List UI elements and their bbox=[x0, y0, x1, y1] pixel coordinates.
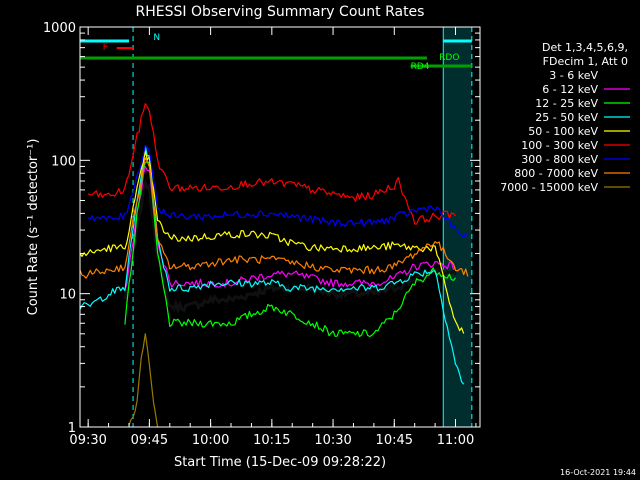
y-tick-label-0: 1 bbox=[68, 421, 76, 436]
series-line-5 bbox=[87, 103, 456, 225]
series-lines bbox=[79, 103, 469, 428]
saa-fills bbox=[443, 27, 472, 427]
legend-header-1: FDecim 1, Att 0 bbox=[543, 55, 628, 68]
x-tick-label-6: 11:00 bbox=[437, 433, 474, 448]
series-line-4 bbox=[79, 150, 465, 334]
x-tick-label-0: 09:30 bbox=[69, 433, 106, 448]
y-tick-label-2: 100 bbox=[51, 154, 76, 169]
y-axis: 1 10 100 1000 bbox=[43, 21, 480, 436]
legend-label-4: 50 - 100 keV bbox=[528, 125, 598, 138]
chart-title: RHESSI Observing Summary Count Rates bbox=[136, 4, 425, 20]
annotation-f: F bbox=[103, 43, 108, 53]
y-tick-label-1: 10 bbox=[59, 288, 76, 303]
annotation-rd4: RD4 bbox=[411, 62, 430, 72]
y-axis-label: Count Rate (s⁻¹ detector⁻¹) bbox=[26, 139, 41, 316]
legend-label-0: 3 - 6 keV bbox=[549, 69, 598, 82]
x-tick-label-5: 10:45 bbox=[376, 433, 413, 448]
series-line-6 bbox=[87, 144, 469, 238]
series-line-2 bbox=[124, 161, 456, 338]
series-line-7 bbox=[79, 157, 469, 279]
timestamp-label: 16-Oct-2021 19:44 bbox=[560, 468, 636, 477]
x-axis: 09:30 09:45 10:00 10:15 10:30 10:45 11:00 bbox=[69, 27, 477, 448]
legend-label-1: 6 - 12 keV bbox=[542, 83, 598, 96]
saa-region bbox=[443, 27, 472, 427]
annotation-n: N bbox=[153, 33, 160, 43]
x-tick-label-4: 10:30 bbox=[314, 433, 351, 448]
legend-label-5: 100 - 300 keV bbox=[521, 139, 598, 152]
legend-header-0: Det 1,3,4,5,6,9, bbox=[542, 41, 628, 54]
flag-bars: N F RDO RD4 bbox=[80, 33, 472, 72]
legend-label-2: 12 - 25 keV bbox=[535, 97, 598, 110]
x-tick-label-2: 10:00 bbox=[192, 433, 229, 448]
annotation-rdo: RDO bbox=[439, 53, 459, 63]
legend-label-8: 7000 - 15000 keV bbox=[500, 181, 598, 194]
legend-label-7: 800 - 7000 keV bbox=[514, 167, 598, 180]
legend-label-6: 300 - 800 keV bbox=[521, 153, 598, 166]
x-axis-label: Start Time (15-Dec-09 09:28:22) bbox=[174, 455, 386, 470]
series-line-8 bbox=[128, 333, 159, 428]
legend-label-3: 25 - 50 keV bbox=[535, 111, 598, 124]
x-tick-label-1: 09:45 bbox=[131, 433, 168, 448]
x-tick-label-3: 10:15 bbox=[253, 433, 290, 448]
legend: Det 1,3,4,5,6,9,FDecim 1, Att 03 - 6 keV… bbox=[500, 41, 630, 194]
plot-frame bbox=[79, 26, 481, 428]
series-line-0-dark bbox=[123, 179, 457, 315]
y-tick-label-3: 1000 bbox=[43, 21, 76, 36]
